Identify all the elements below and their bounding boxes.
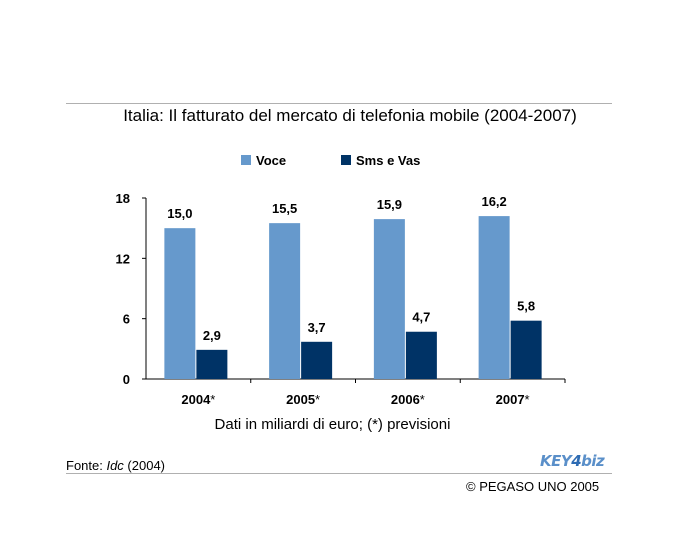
data-labels: 15,0 15,5 15,9 16,2 2,9 3,7 4,7 5,8 bbox=[167, 194, 535, 343]
data-label: 3,7 bbox=[308, 320, 326, 335]
axes: 0 6 12 18 2004* 2005* 2006* 2007* bbox=[116, 191, 566, 407]
key4biz-logo: KEY4biz bbox=[540, 452, 605, 470]
data-label: 15,9 bbox=[377, 197, 402, 212]
data-label: 4,7 bbox=[412, 310, 430, 325]
source-name: Idc bbox=[106, 458, 124, 473]
source-text: Fonte: Idc (2004) bbox=[66, 458, 165, 473]
y-tick-label: 0 bbox=[123, 372, 130, 387]
source-prefix: Fonte: bbox=[66, 458, 107, 473]
y-tick-label: 18 bbox=[116, 191, 130, 206]
bars bbox=[164, 216, 542, 379]
top-rule bbox=[66, 103, 612, 104]
x-tick-label: 2004* bbox=[181, 392, 215, 407]
bottom-rule bbox=[66, 473, 612, 474]
bar-sms-vas bbox=[405, 331, 437, 379]
bar-sms-vas bbox=[301, 341, 333, 379]
legend-label-voce: Voce bbox=[256, 153, 286, 168]
legend-swatch-sms-vas bbox=[341, 155, 351, 165]
bar-sms-vas bbox=[196, 349, 228, 379]
bar-voce bbox=[373, 219, 405, 379]
data-label: 2,9 bbox=[203, 328, 221, 343]
legend-label-sms-vas: Sms e Vas bbox=[356, 153, 420, 168]
chart-note: Dati in miliardi di euro; (*) previsioni bbox=[214, 416, 451, 433]
data-label: 15,0 bbox=[167, 206, 192, 221]
bar-sms-vas bbox=[510, 320, 542, 379]
x-tick-label: 2007* bbox=[496, 392, 530, 407]
source-suffix: (2004) bbox=[123, 458, 166, 473]
x-tick-label: 2006* bbox=[391, 392, 425, 407]
data-label: 5,8 bbox=[517, 299, 535, 314]
data-label: 15,5 bbox=[272, 201, 297, 216]
chart-title: Italia: Il fatturato del mercato di tele… bbox=[123, 106, 577, 125]
bar-voce bbox=[164, 228, 196, 379]
bar-voce bbox=[269, 223, 301, 379]
legend-swatch-voce bbox=[241, 155, 251, 165]
x-tick-label: 2005* bbox=[286, 392, 320, 407]
y-tick-label: 6 bbox=[123, 312, 130, 327]
copyright: © PEGASO UNO 2005 bbox=[466, 479, 600, 494]
y-tick-label: 12 bbox=[116, 251, 130, 266]
data-label: 16,2 bbox=[481, 194, 506, 209]
bar-voce bbox=[478, 216, 510, 379]
legend: Voce Sms e Vas bbox=[241, 153, 420, 168]
